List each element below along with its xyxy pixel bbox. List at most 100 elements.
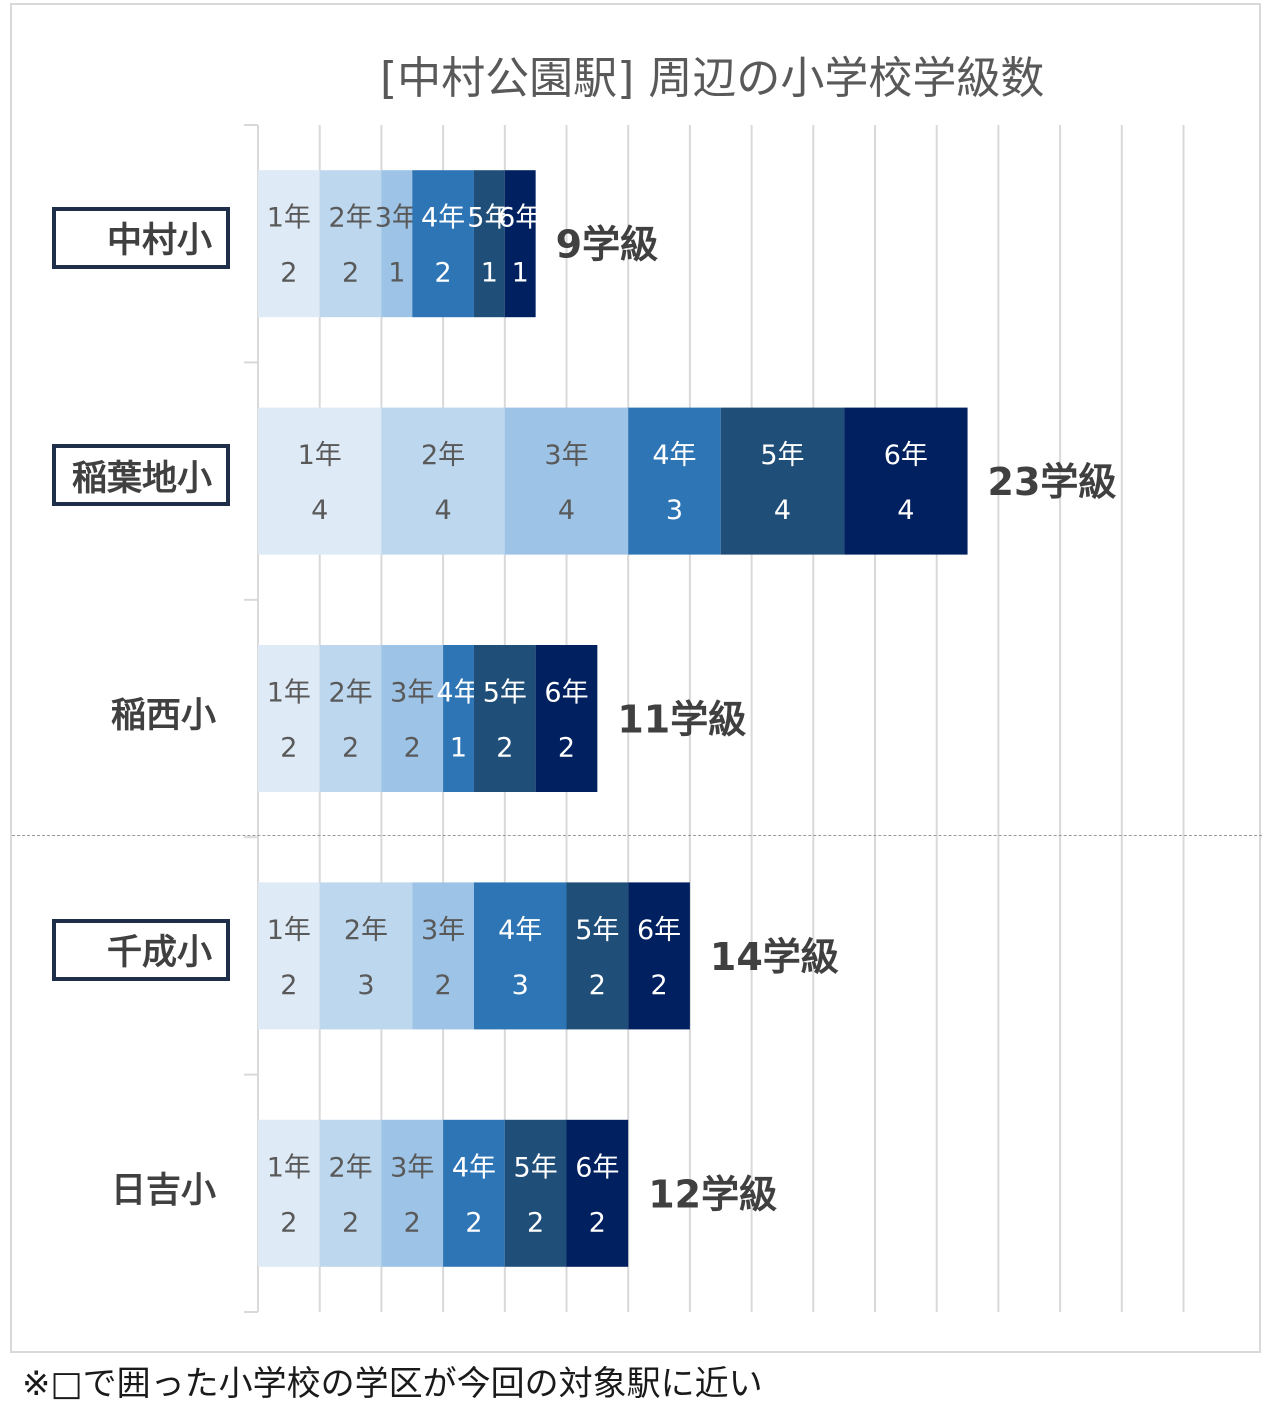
segment-grade-label: 6年 <box>544 678 588 709</box>
segment-value-label: 2 <box>435 258 452 289</box>
segment-value-label: 3 <box>666 495 683 526</box>
segment-grade-label: 5年 <box>467 203 511 234</box>
segment-value-label: 3 <box>512 970 529 1001</box>
segment-value-label: 2 <box>404 733 421 764</box>
segment-grade-label: 6年 <box>637 915 681 946</box>
segment-value-label: 4 <box>897 495 914 526</box>
footnote: ※□で囲った小学校の学区が今回の対象駅に近い <box>22 1364 763 1404</box>
segment-value-label: 2 <box>465 1207 482 1238</box>
bar-segment <box>535 645 598 792</box>
bar-segment <box>473 170 505 318</box>
segment-value-label: 2 <box>589 970 606 1001</box>
segment-grade-label: 1年 <box>267 1152 311 1183</box>
segment-grade-label: 2年 <box>328 678 372 709</box>
bar-segment <box>319 170 382 318</box>
segment-grade-label: 4年 <box>652 440 696 471</box>
segment-grade-label: 4年 <box>436 678 480 709</box>
segment-value-label: 2 <box>589 1207 606 1238</box>
segment-value-label: 3 <box>357 970 374 1001</box>
chart-frame <box>10 3 1261 1353</box>
bar-segment <box>504 407 629 555</box>
bar-segment <box>504 170 536 318</box>
total-label: 23学級 <box>988 460 1117 504</box>
segment-grade-label: 2年 <box>328 203 372 234</box>
segment-grade-label: 3年 <box>544 440 588 471</box>
bar-segment <box>443 1119 505 1267</box>
bar-segment <box>412 170 474 318</box>
segment-value-label: 2 <box>342 258 359 289</box>
segment-value-label: 1 <box>512 258 529 289</box>
bar-segment <box>258 645 320 792</box>
segment-grade-label: 1年 <box>267 915 311 946</box>
segment-grade-label: 1年 <box>267 678 311 709</box>
segment-value-label: 2 <box>435 970 452 1001</box>
category-label: 日吉小 <box>110 1170 216 1211</box>
bar-segment <box>720 407 845 555</box>
segment-value-label: 2 <box>280 733 297 764</box>
bar-segment <box>473 645 536 792</box>
bar-segment <box>381 407 505 555</box>
bar-segment <box>381 170 413 318</box>
segment-value-label: 4 <box>311 495 328 526</box>
segment-value-label: 2 <box>342 733 359 764</box>
segment-value-label: 4 <box>558 495 575 526</box>
segment-grade-label: 5年 <box>483 678 527 709</box>
segment-grade-label: 3年 <box>390 1152 434 1183</box>
bar-segment <box>258 170 320 318</box>
segment-grade-label: 1年 <box>298 440 342 471</box>
segment-value-label: 1 <box>481 258 498 289</box>
category-label: 稲葉地小 <box>52 444 230 507</box>
segment-value-label: 2 <box>280 970 297 1001</box>
bar-segment <box>504 1119 567 1267</box>
total-label: 12学級 <box>648 1172 777 1216</box>
segment-value-label: 1 <box>388 258 405 289</box>
segment-grade-label: 6年 <box>498 203 542 234</box>
segment-value-label: 2 <box>650 970 667 1001</box>
segment-grade-label: 5年 <box>575 915 619 946</box>
segment-value-label: 2 <box>342 1207 359 1238</box>
bar-segment <box>473 882 567 1030</box>
bar-segment <box>412 882 474 1030</box>
segment-value-label: 1 <box>450 733 467 764</box>
category-label: 千成小 <box>52 918 230 981</box>
segment-grade-label: 2年 <box>344 915 388 946</box>
bar-segment <box>566 1119 629 1267</box>
segment-value-label: 2 <box>280 1207 297 1238</box>
bar-segment <box>844 407 968 555</box>
segment-value-label: 2 <box>280 258 297 289</box>
bar-segment <box>319 882 413 1030</box>
segment-value-label: 2 <box>527 1207 544 1238</box>
segment-grade-label: 2年 <box>421 440 465 471</box>
segment-value-label: 2 <box>558 733 575 764</box>
segment-value-label: 4 <box>774 495 791 526</box>
segment-grade-label: 6年 <box>884 440 928 471</box>
segment-grade-label: 4年 <box>498 915 542 946</box>
chart-title: [中村公園駅] 周辺の小学校学級数 <box>380 53 1045 104</box>
bar-segment <box>628 882 690 1030</box>
segment-grade-label: 4年 <box>421 203 465 234</box>
segment-value-label: 2 <box>404 1207 421 1238</box>
bar-segment <box>381 1119 444 1267</box>
bar-segment <box>628 407 721 555</box>
segment-grade-label: 6年 <box>575 1152 619 1183</box>
total-label: 14学級 <box>710 935 839 979</box>
segment-value-label: 2 <box>496 733 513 764</box>
total-label: 11学級 <box>617 698 746 742</box>
bar-segment <box>258 882 320 1030</box>
section-divider <box>12 835 1262 836</box>
bar-segment <box>258 1119 320 1267</box>
bar-segment <box>258 407 382 555</box>
bar-segment <box>566 882 629 1030</box>
bar-segment <box>319 1119 382 1267</box>
bar-segment <box>443 645 474 792</box>
segment-grade-label: 3年 <box>390 678 434 709</box>
segment-grade-label: 3年 <box>421 915 465 946</box>
segment-grade-label: 1年 <box>267 203 311 234</box>
segment-grade-label: 3年 <box>375 203 419 234</box>
segment-grade-label: 5年 <box>760 440 804 471</box>
category-label: 中村小 <box>52 206 230 269</box>
segment-grade-label: 4年 <box>452 1152 496 1183</box>
category-label: 稲西小 <box>110 696 216 736</box>
bar-segment <box>319 645 382 792</box>
